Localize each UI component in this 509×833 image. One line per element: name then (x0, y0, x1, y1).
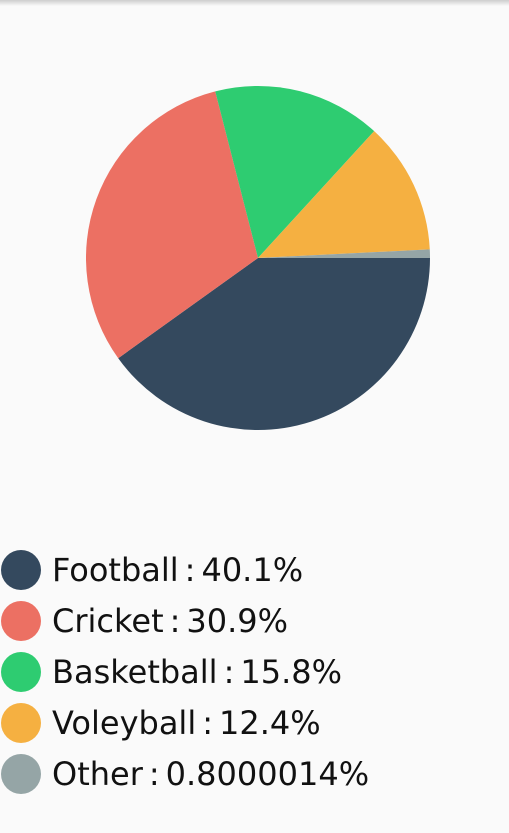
legend-swatch-football (1, 549, 41, 590)
legend-item-other: Other:0.8000014% (0, 748, 509, 799)
pie-slice-football (118, 258, 430, 430)
legend-item-voleyball: Voleyball:12.4% (0, 697, 509, 748)
legend-text-cricket: Cricket:30.9% (52, 602, 288, 640)
legend-text-other: Other:0.8000014% (52, 755, 369, 793)
legend-item-basketball: Basketball:15.8% (0, 646, 509, 697)
legend-text-basketball: Basketball:15.8% (52, 653, 342, 691)
legend-swatch-cricket (1, 600, 41, 641)
legend-value-basketball: 15.8% (240, 652, 342, 691)
legend-separator: : (202, 703, 213, 742)
legend-item-cricket: Cricket:30.9% (0, 595, 509, 646)
legend-swatch-basketball (1, 651, 41, 692)
pie-slice-cricket (86, 91, 258, 359)
legend-label-basketball: Basketball (52, 652, 218, 691)
pie-slice-basketball (215, 85, 375, 259)
legend-separator: : (223, 652, 235, 691)
legend-value-voleyball: 12.4% (218, 703, 321, 742)
legend-item-football: Football:40.1% (0, 544, 509, 595)
legend-text-voleyball: Voleyball:12.4% (52, 704, 321, 742)
legend-value-football: 40.1% (201, 550, 304, 589)
legend-label-cricket: Cricket (52, 601, 164, 640)
legend-label-voleyball: Voleyball (52, 703, 197, 742)
legend-label-football: Football (52, 550, 179, 589)
legend-separator: : (148, 754, 160, 793)
legend: Football:40.1% Cricket:30.9% Basketball:… (0, 544, 509, 799)
legend-swatch-voleyball (1, 702, 41, 743)
legend-text-football: Football:40.1% (52, 551, 303, 589)
pie-chart (86, 85, 430, 430)
legend-value-other: 0.8000014% (165, 754, 370, 793)
legend-label-other: Other (52, 754, 143, 793)
legend-separator: : (169, 601, 181, 640)
pie-slice-other (258, 249, 430, 258)
legend-separator: : (184, 550, 196, 589)
legend-swatch-other (1, 753, 41, 794)
pie-slice-voleyball (258, 131, 430, 258)
top-shadow (0, 0, 509, 6)
legend-value-cricket: 30.9% (186, 601, 289, 640)
